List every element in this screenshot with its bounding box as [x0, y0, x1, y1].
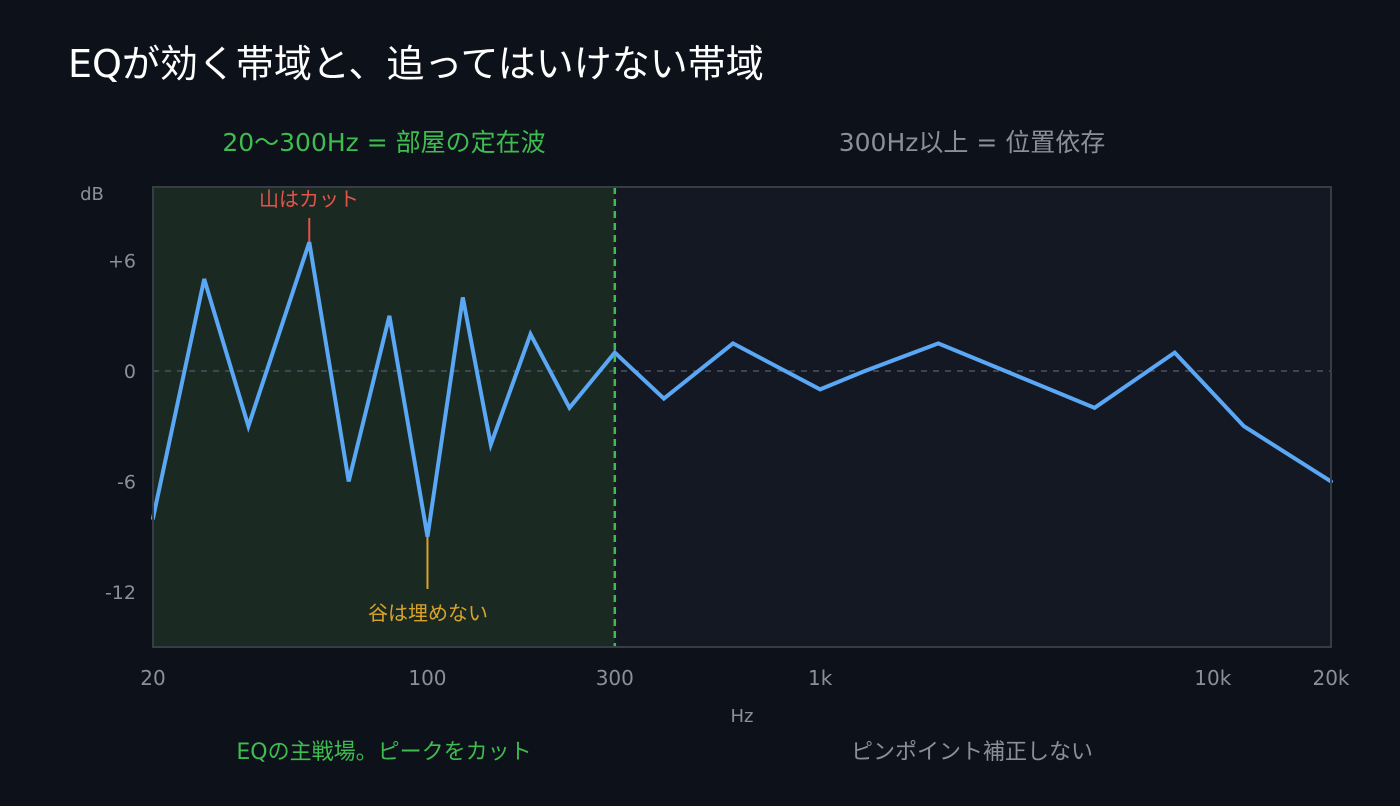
x-tick-label: 10k [1194, 666, 1231, 690]
x-tick-label: 1k [808, 666, 833, 690]
region-header-low: 20〜300Hz = 部屋の定在波 [222, 128, 545, 157]
region-footer-high: ピンポイント補正しない [851, 740, 1093, 765]
chart-title: EQが効く帯域と、追ってはいけない帯域 [68, 42, 764, 86]
low-band-region [153, 187, 615, 647]
dip-annotation-label: 谷は埋めない [368, 601, 488, 625]
y-tick-label: -6 [117, 471, 136, 493]
y-tick-label: 0 [124, 361, 136, 383]
x-tick-label: 300 [596, 666, 634, 690]
region-header-high: 300Hz以上 = 位置依存 [839, 128, 1105, 157]
y-tick-label: +6 [108, 251, 136, 273]
y-axis-label: dB [80, 184, 104, 205]
x-tick-label: 20 [140, 666, 165, 690]
peak-annotation-label: 山はカット [259, 187, 359, 211]
x-tick-label: 100 [408, 666, 446, 690]
plot-area: +6 0 -6 -12 20 100 300 1k 10k 20k [105, 187, 1350, 690]
region-footer-low: EQの主戦場。ピークをカット [236, 740, 531, 765]
y-tick-label: -12 [105, 582, 136, 604]
x-axis-label: Hz [731, 706, 754, 727]
x-tick-label: 20k [1312, 666, 1349, 690]
